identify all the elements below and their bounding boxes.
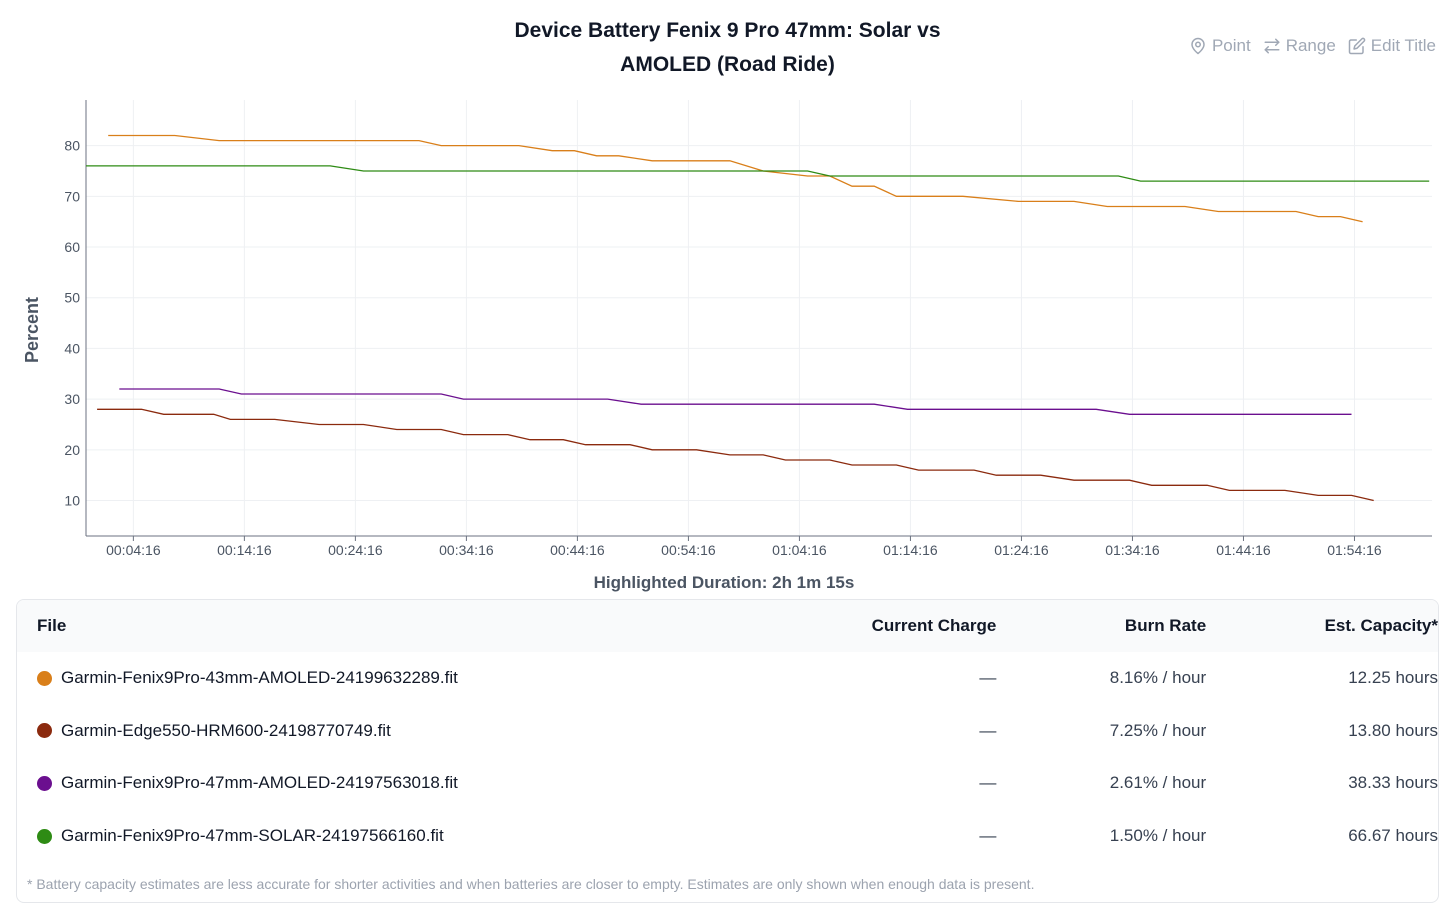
series-color-dot	[37, 670, 52, 686]
row-est-capacity: 13.80 hours	[1348, 720, 1438, 740]
row-file: Garmin-Edge550-HRM600-24198770749.fit	[17, 721, 796, 741]
row-current-charge: —	[979, 773, 997, 793]
row-current-charge: —	[979, 668, 997, 688]
edit-title-button[interactable]: Edit Title	[1348, 36, 1436, 56]
x-tick-label: 01:34:16	[1105, 542, 1160, 558]
x-tick-label: 01:14:16	[883, 542, 938, 558]
header-est-capacity[interactable]: Est. Capacity*	[1324, 616, 1438, 635]
ticks: 10 20 30 40 50 60 70 80 00:04:16 00:14:16 00:24:16…	[64, 138, 1382, 558]
x-tick-label: 00:14:16	[217, 542, 272, 558]
series-color-dot	[37, 775, 52, 791]
chart-title-line-1: Device Battery Fenix 9 Pro 47mm: Solar v…	[514, 19, 941, 42]
chart-title-line-2: AMOLED (Road Ride)	[620, 53, 835, 76]
table-row[interactable]: Garmin-Fenix9Pro-47mm-AMOLED-24197563018…	[17, 757, 1438, 810]
footnote: * Battery capacity estimates are less ac…	[27, 876, 1035, 892]
header-current-charge[interactable]: Current Charge	[871, 616, 997, 635]
range-button-label: Range	[1285, 36, 1336, 55]
series-line	[108, 134, 1363, 223]
row-file: Garmin-Fenix9Pro-43mm-AMOLED-24199632289…	[17, 668, 796, 688]
file-name: Garmin-Fenix9Pro-47mm-AMOLED-24197563018…	[61, 773, 458, 793]
row-current-charge: —	[979, 826, 997, 846]
y-tick-label: 60	[64, 239, 80, 255]
edit-title-button-label: Edit Title	[1370, 36, 1436, 55]
table-row[interactable]: Garmin-Edge550-HRM600-24198770749.fit — 7.…	[17, 705, 1438, 758]
y-tick-label: 40	[64, 340, 80, 356]
x-tick-label: 01:04:16	[772, 542, 827, 558]
row-est-capacity: 12.25 hours	[1348, 668, 1438, 688]
highlighted-duration: Highlighted Duration: 2h 1m 15s	[593, 573, 855, 592]
y-tick-label: 70	[64, 188, 80, 204]
chart-toolbar: Point Range Edit Title	[1189, 36, 1436, 56]
series-color-dot	[37, 828, 52, 844]
table-header: File Current Charge Burn Rate Est. Capac…	[17, 600, 1438, 652]
x-tick-label: 00:24:16	[328, 542, 383, 558]
battery-line-chart[interactable]: 10 20 30 40 50 60 70 80 00:04:16 00:14:16 00:24:16…	[0, 86, 1440, 570]
arrows-left-right-icon	[1264, 38, 1280, 54]
x-tick-label: 00:44:16	[550, 542, 605, 558]
battery-table: File Current Charge Burn Rate Est. Capac…	[16, 599, 1439, 903]
file-name: Garmin-Fenix9Pro-43mm-AMOLED-24199632289…	[61, 668, 458, 688]
row-burn-rate: 8.16% / hour	[1109, 668, 1207, 688]
grid	[86, 100, 1432, 536]
x-tick-label: 01:24:16	[994, 542, 1049, 558]
y-tick-label: 30	[64, 391, 80, 407]
series-line	[86, 165, 1430, 182]
range-button[interactable]: Range	[1263, 36, 1336, 56]
x-tick-label: 00:34:16	[439, 542, 494, 558]
row-file: Garmin-Fenix9Pro-47mm-SOLAR-24197566160.…	[17, 826, 796, 846]
point-button[interactable]: Point	[1189, 36, 1251, 56]
y-axis-label: Percent	[22, 297, 42, 363]
row-file: Garmin-Fenix9Pro-47mm-AMOLED-24197563018…	[17, 773, 796, 793]
x-tick-label: 00:54:16	[661, 542, 716, 558]
header-file[interactable]: File	[37, 616, 67, 635]
x-tick-label: 01:54:16	[1327, 542, 1382, 558]
y-tick-label: 20	[64, 442, 80, 458]
edit-icon	[1348, 37, 1366, 55]
series-color-dot	[37, 723, 52, 739]
row-est-capacity: 38.33 hours	[1348, 773, 1438, 793]
x-tick-label: 01:44:16	[1216, 542, 1271, 558]
series-lines	[86, 134, 1430, 502]
axes	[85, 100, 1432, 541]
file-name: Garmin-Fenix9Pro-47mm-SOLAR-24197566160.…	[61, 826, 444, 846]
table-row[interactable]: Garmin-Fenix9Pro-47mm-SOLAR-24197566160.…	[17, 810, 1438, 863]
y-tick-label: 50	[64, 290, 80, 306]
point-button-label: Point	[1211, 36, 1251, 55]
y-tick-label: 10	[64, 493, 80, 509]
map-pin-icon	[1191, 37, 1205, 55]
file-name: Garmin-Edge550-HRM600-24198770749.fit	[61, 720, 391, 740]
table-row[interactable]: Garmin-Fenix9Pro-43mm-AMOLED-24199632289…	[17, 652, 1438, 705]
row-burn-rate: 7.25% / hour	[1109, 720, 1207, 740]
header-burn-rate[interactable]: Burn Rate	[1124, 616, 1207, 635]
y-tick-label: 80	[64, 138, 80, 154]
row-burn-rate: 1.50% / hour	[1109, 826, 1207, 846]
row-burn-rate: 2.61% / hour	[1109, 773, 1207, 793]
row-est-capacity: 66.67 hours	[1348, 826, 1438, 846]
series-line	[97, 408, 1374, 502]
row-current-charge: —	[979, 720, 997, 740]
x-tick-label: 00:04:16	[106, 542, 161, 558]
table-body: Garmin-Fenix9Pro-43mm-AMOLED-24199632289…	[17, 652, 1438, 862]
series-line	[119, 388, 1352, 415]
chart-title: Device Battery Fenix 9 Pro 47mm: Solar v…	[480, 14, 975, 82]
